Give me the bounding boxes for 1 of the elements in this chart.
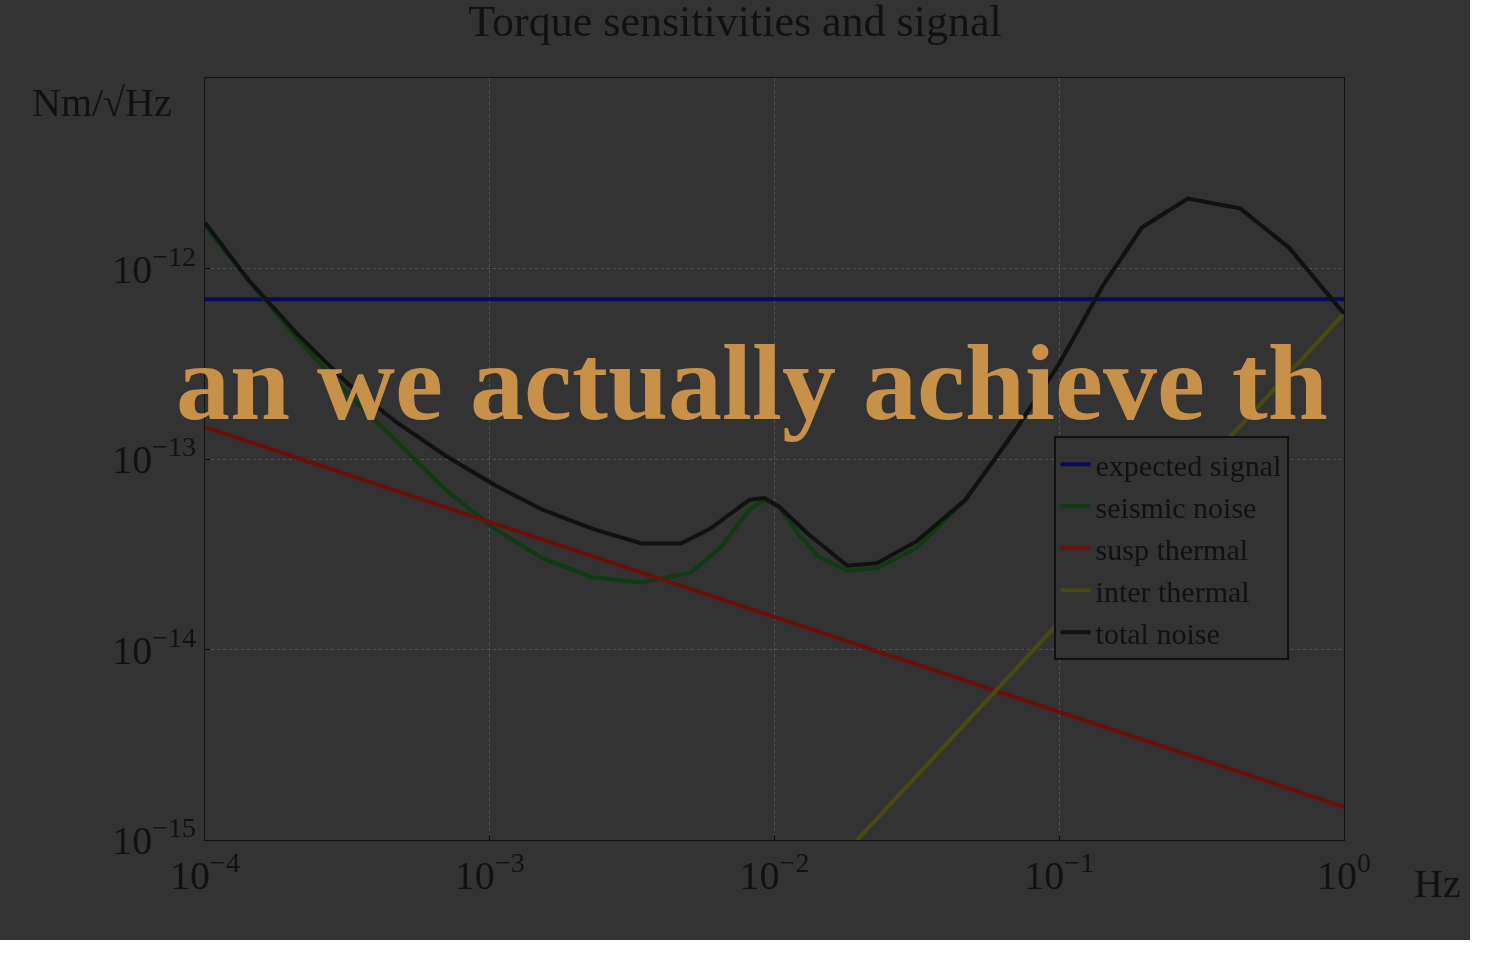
annotation: an we actually achieve th — [176, 323, 1328, 442]
